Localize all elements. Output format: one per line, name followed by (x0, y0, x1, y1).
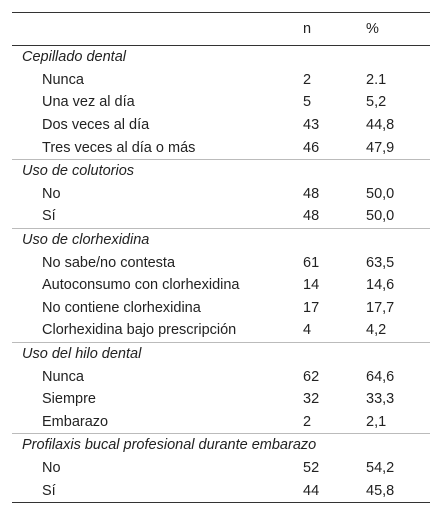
item-row: Tres veces al día o más 46 47,9 (12, 136, 430, 159)
header-row: n % (12, 12, 430, 46)
item-label: Embarazo (42, 413, 109, 430)
item-label: Tres veces al día o más (42, 139, 196, 156)
section-title: Profilaxis bucal profesional durante emb… (12, 433, 430, 457)
item-row: Dos veces al día 43 44,8 (12, 114, 430, 137)
section-row: Uso de clorhexidina (12, 227, 430, 252)
percent-cell: 50,0 (366, 208, 395, 225)
section-row: Uso de colutorios (12, 158, 430, 183)
section-row: Profilaxis bucal profesional durante emb… (12, 433, 430, 457)
item-row: Sí 48 50,0 (12, 205, 430, 228)
item-label: Una vez al día (42, 94, 135, 111)
item-row: Nunca 62 64,6 (12, 365, 430, 388)
count-cell: 48 (303, 208, 320, 225)
count-cell: 4 (303, 322, 312, 339)
item-row: Una vez al día 5 5,2 (12, 91, 430, 114)
item-row: Siempre 32 33,3 (12, 388, 430, 411)
percent-cell: 2,1 (366, 413, 387, 430)
item-row: Autoconsumo con clorhexidina 14 14,6 (12, 274, 430, 297)
item-label: No sabe/no contesta (42, 254, 176, 271)
percent-cell: 44,8 (366, 117, 395, 134)
header-cell: % (366, 12, 430, 46)
section-title: Uso del hilo dental (12, 341, 430, 366)
percent-cell: 33,3 (366, 391, 395, 408)
item-label: Siempre (42, 391, 96, 408)
item-row: No 52 54,2 (12, 457, 430, 480)
item-row: Sí 44 45,8 (12, 479, 430, 502)
percent-cell: 17,7 (366, 299, 395, 316)
count-cell: 46 (303, 139, 320, 156)
item-label: Clorhexidina bajo prescripción (42, 322, 237, 339)
item-label: No (42, 185, 61, 202)
item-row: No 48 50,0 (12, 183, 430, 206)
count-cell: 48 (303, 185, 320, 202)
count-cell: 5 (303, 94, 312, 111)
item-label: Sí (42, 208, 56, 225)
data-table: n % Cepillado dental Nunca 2 2.1 Una vez al … (12, 12, 430, 503)
section-title: Uso de clorhexidina (12, 227, 430, 252)
count-cell: 61 (303, 254, 320, 271)
item-label: Dos veces al día (42, 117, 150, 134)
count-cell: 17 (303, 299, 320, 316)
header-cell (12, 12, 303, 46)
item-label: No (42, 459, 61, 476)
percent-cell: 45,8 (366, 482, 395, 499)
percent-cell: 4,2 (366, 322, 387, 339)
item-label: Nunca (42, 368, 84, 385)
count-cell: 2 (303, 71, 312, 88)
item-label: Nunca (42, 71, 84, 88)
count-cell: 62 (303, 368, 320, 385)
percent-cell: 63,5 (366, 254, 395, 271)
header-cell: n (303, 12, 366, 46)
item-label: Autoconsumo con clorhexidina (42, 277, 240, 294)
item-row: Clorhexidina bajo prescripción 4 4,2 (12, 319, 430, 342)
percent-cell: 54,2 (366, 459, 395, 476)
count-cell: 43 (303, 117, 320, 134)
section-row: Uso del hilo dental (12, 341, 430, 366)
percent-cell: 14,6 (366, 277, 395, 294)
item-row: Nunca 2 2.1 (12, 69, 430, 92)
section-title: Uso de colutorios (12, 158, 430, 183)
item-label: No contiene clorhexidina (42, 299, 201, 316)
item-row: Embarazo 2 2,1 (12, 411, 430, 434)
percent-cell: 5,2 (366, 94, 387, 111)
percent-cell: 2.1 (366, 71, 387, 88)
count-cell: 2 (303, 413, 312, 430)
count-cell: 44 (303, 482, 320, 499)
section-title: Cepillado dental (22, 49, 126, 66)
count-cell: 14 (303, 277, 320, 294)
percent-cell: 64,6 (366, 368, 395, 385)
percent-cell: 50,0 (366, 185, 395, 202)
item-label: Sí (42, 482, 56, 499)
item-row: No contiene clorhexidina 17 17,7 (12, 297, 430, 320)
section-row: Cepillado dental (12, 46, 430, 69)
count-cell: 32 (303, 391, 320, 408)
count-cell: 52 (303, 459, 320, 476)
item-row: No sabe/no contesta 61 63,5 (12, 251, 430, 274)
percent-cell: 47,9 (366, 139, 395, 156)
